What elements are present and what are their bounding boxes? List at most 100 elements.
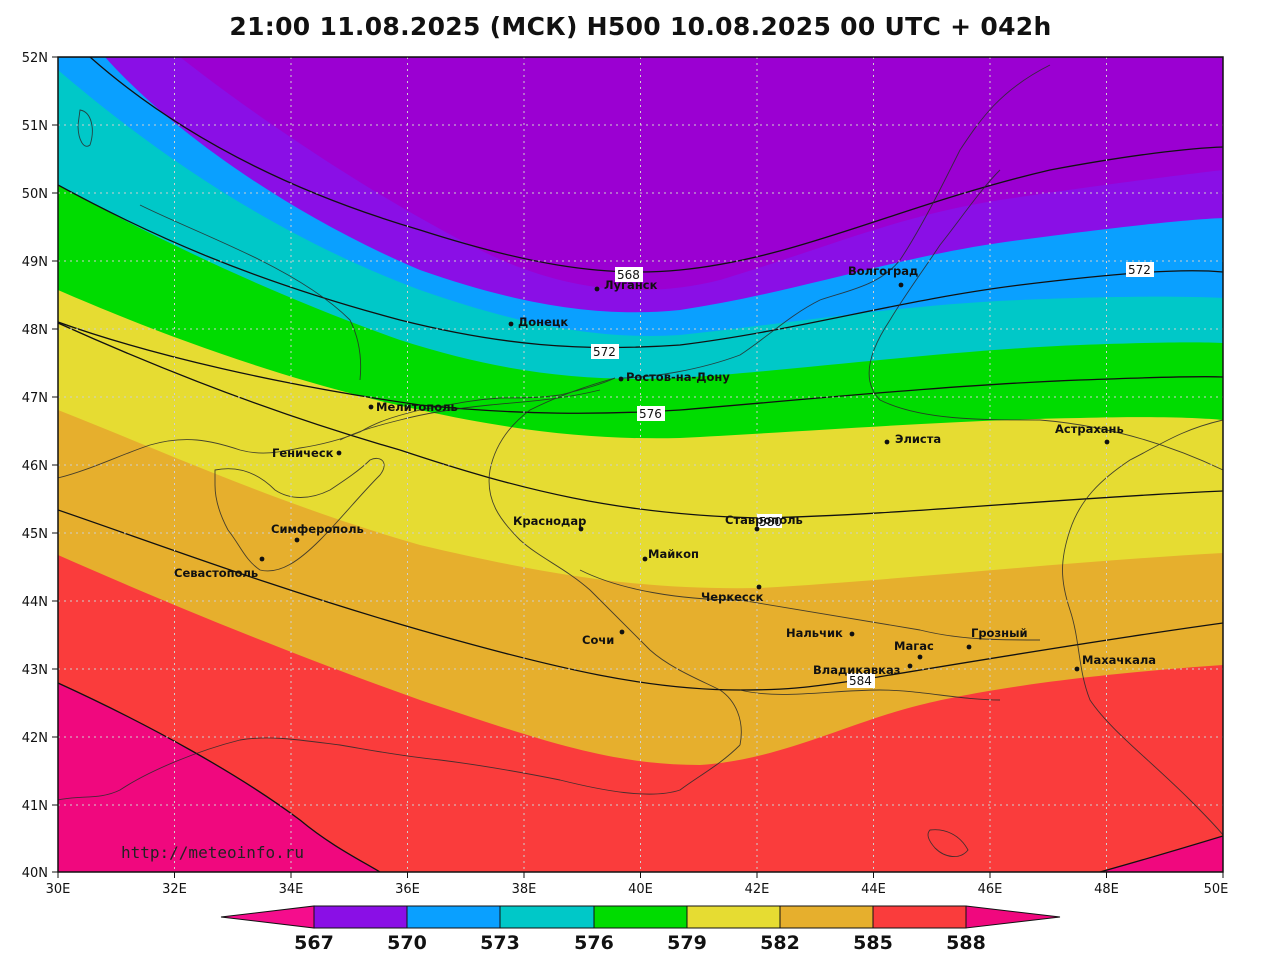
lon-label: 38E xyxy=(512,882,537,897)
city-label: Краснодар xyxy=(513,514,586,528)
city-marker xyxy=(907,663,913,669)
lat-label: 47N xyxy=(22,391,48,406)
city-marker xyxy=(368,404,374,410)
city-label: Волгоград xyxy=(848,264,918,278)
contour-line xyxy=(1099,835,1223,872)
lon-label: 42E xyxy=(745,882,770,897)
lat-label: 40N xyxy=(22,866,48,881)
city-label: Элиста xyxy=(895,432,941,446)
azov-shore xyxy=(339,389,601,441)
city-marker xyxy=(618,376,624,382)
contour-line xyxy=(58,184,1223,349)
city-marker xyxy=(259,556,265,562)
river-don xyxy=(619,64,1051,379)
crimea xyxy=(214,457,385,572)
colorbar-label: 576 xyxy=(574,932,614,954)
lon-label: 46E xyxy=(978,882,1003,897)
lat-label: 51N xyxy=(22,119,48,134)
border xyxy=(739,689,1001,701)
colorbar-label: 573 xyxy=(480,932,520,954)
lat-axis xyxy=(52,56,58,873)
city-marker xyxy=(336,450,342,456)
lat-labels: 52N 51N 50N 49N 48N 47N 46N 45N 44N 43N … xyxy=(22,51,48,881)
filled-bands: 568 572 572 576 580 584 Луганск Донецк В… xyxy=(58,57,1223,872)
band-591 xyxy=(58,683,380,872)
city-label: Астрахань xyxy=(1055,422,1124,436)
colorbar xyxy=(220,905,1061,929)
lat-label: 46N xyxy=(22,459,48,474)
city-marker xyxy=(619,629,625,635)
city-label: Грозный xyxy=(971,626,1028,640)
lat-label: 42N xyxy=(22,731,48,746)
colorbar-label: 588 xyxy=(946,932,986,954)
geography-lines xyxy=(58,64,1223,857)
coastline xyxy=(488,377,742,746)
colorbar-label: 567 xyxy=(294,932,334,954)
city-label: Сочи xyxy=(582,633,614,647)
lon-label: 32E xyxy=(162,882,187,897)
contour-line xyxy=(89,57,1223,273)
city-marker xyxy=(756,584,762,590)
city-marker xyxy=(578,526,584,532)
band-591-se xyxy=(1100,836,1223,872)
city-label: Мелитополь xyxy=(376,400,458,414)
colorbar-label: 582 xyxy=(760,932,800,954)
city-marker xyxy=(508,321,514,327)
colorbar-cell xyxy=(499,905,595,929)
watermark-url: http://meteoinfo.ru xyxy=(121,843,304,862)
lon-label: 30E xyxy=(46,882,71,897)
colorbar-cell xyxy=(406,905,501,929)
colorbar-label: 570 xyxy=(387,932,427,954)
lat-lon-grid xyxy=(58,57,1223,872)
city-label: Луганск xyxy=(604,278,658,292)
contour-label: 580 xyxy=(759,515,782,529)
colorbar-cell xyxy=(313,905,408,929)
lat-label: 45N xyxy=(22,527,48,542)
city-label: Майкоп xyxy=(648,547,699,561)
lat-label: 41N xyxy=(22,799,48,814)
city-marker xyxy=(642,556,648,562)
contour-lines xyxy=(58,57,1223,872)
city-marker xyxy=(966,644,972,650)
contour-label: 584 xyxy=(849,674,872,688)
city-label: Геническ xyxy=(272,446,334,460)
city-label: Донецк xyxy=(518,315,568,329)
colorbar-high-arrow xyxy=(965,905,1061,929)
city-label: Черкесск xyxy=(701,590,764,604)
contour-label: 576 xyxy=(639,407,662,421)
city-label: Владикавказ xyxy=(813,663,900,677)
colorbar-labels: 567 570 573 576 579 582 585 588 xyxy=(294,932,986,954)
band-588 xyxy=(58,555,1223,872)
lake xyxy=(77,109,93,147)
city-marker xyxy=(594,286,600,292)
colorbar-cell xyxy=(872,905,967,929)
border xyxy=(579,569,1041,641)
lat-label: 48N xyxy=(22,323,48,338)
city-label: Ростов-на-Дону xyxy=(626,370,730,384)
river-dnieper xyxy=(139,204,362,381)
lat-label: 50N xyxy=(22,187,48,202)
caspian-coast xyxy=(1062,419,1223,836)
city-marker xyxy=(917,654,923,660)
contour-label: 572 xyxy=(1128,263,1151,277)
lat-label: 52N xyxy=(22,51,48,66)
lon-label: 36E xyxy=(395,882,420,897)
contour-line xyxy=(58,321,1223,414)
city-marker xyxy=(294,537,300,543)
lon-axis xyxy=(57,872,1224,878)
city-marker xyxy=(849,631,855,637)
lon-label: 50E xyxy=(1204,882,1229,897)
city-label: Симферополь xyxy=(271,522,364,536)
contour-label: 572 xyxy=(593,345,616,359)
coastline xyxy=(58,737,741,801)
map-title: 21:00 11.08.2025 (МСК) H500 10.08.2025 0… xyxy=(229,12,1052,41)
city-label: Махачкала xyxy=(1082,653,1156,667)
river-volga xyxy=(868,169,1223,471)
city-marker xyxy=(754,526,760,532)
lat-label: 49N xyxy=(22,255,48,270)
lat-label: 44N xyxy=(22,595,48,610)
contour-labels: 568 572 572 576 580 584 xyxy=(591,262,1154,688)
colorbar-cell xyxy=(686,905,781,929)
colorbar-label: 585 xyxy=(853,932,893,954)
